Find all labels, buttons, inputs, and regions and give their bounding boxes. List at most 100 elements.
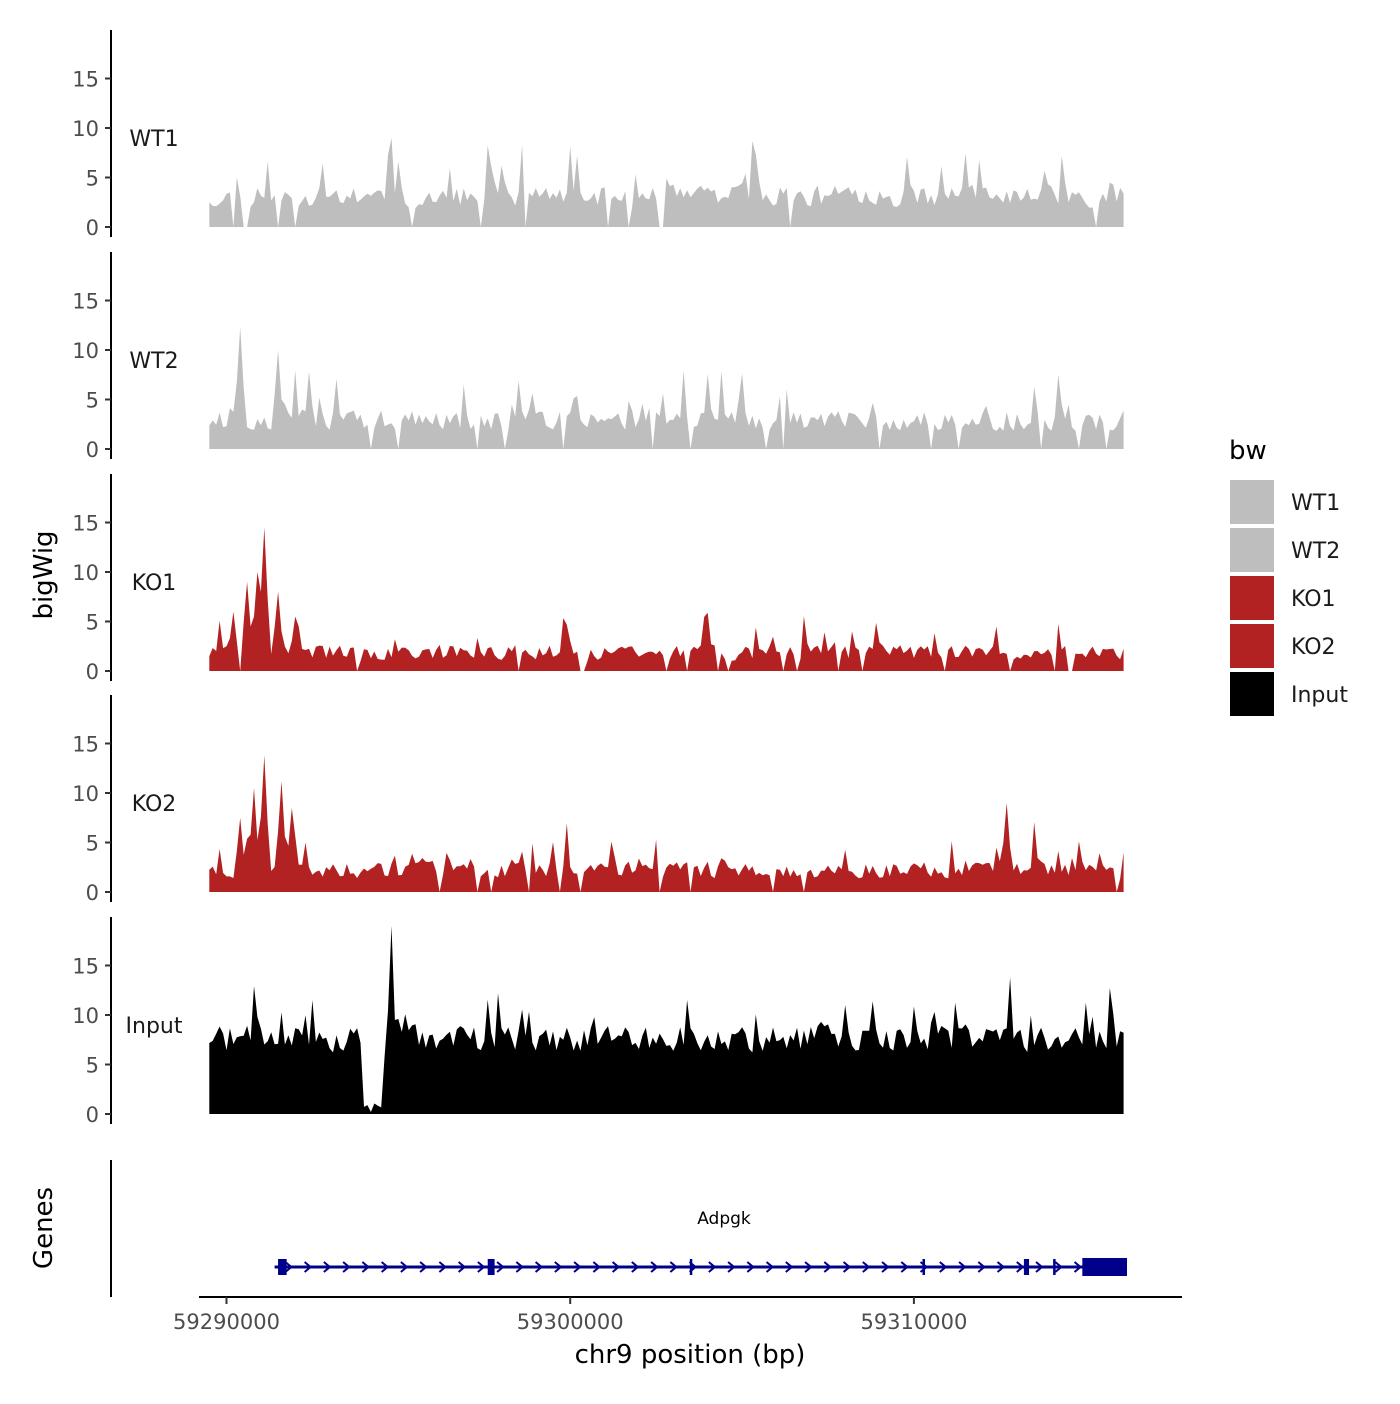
strand-arrow	[708, 1261, 717, 1273]
gene-exon	[1023, 1259, 1030, 1275]
legend-label-wt2: WT2	[1291, 539, 1340, 564]
y-tick-label: 10	[72, 117, 99, 141]
gene-exon	[278, 1259, 287, 1275]
y-tick-label: 15	[72, 68, 99, 92]
gene-name-label: Adpgk	[697, 1209, 751, 1229]
legend-swatch-ko2	[1230, 624, 1274, 668]
strand-arrow	[900, 1261, 909, 1273]
strand-arrow	[939, 1261, 948, 1273]
legend-title: bw	[1229, 436, 1267, 466]
legend-label-wt1: WT1	[1291, 491, 1340, 516]
strand-arrow	[284, 1261, 293, 1273]
strand-arrow	[996, 1261, 1006, 1273]
strand-arrow	[400, 1261, 409, 1273]
strand-arrow	[785, 1261, 794, 1273]
strand-arrow	[765, 1261, 775, 1273]
signal-area-ko1	[209, 527, 1124, 671]
strand-arrow	[554, 1261, 563, 1273]
strand-arrow	[573, 1261, 582, 1273]
track-panel-input: 0 5 10 15 Input	[72, 917, 1124, 1127]
x-axis-title: chr9 position (bp)	[575, 1340, 806, 1370]
strand-arrow	[534, 1261, 544, 1273]
gene-exon	[487, 1259, 495, 1275]
strand-arrow	[650, 1261, 659, 1273]
y-tick-label: 10	[72, 339, 99, 363]
strand-arrow	[515, 1261, 524, 1273]
strand-arrow	[746, 1261, 755, 1273]
x-tick-label: 59290000	[173, 1310, 280, 1334]
gene-utr-block	[1082, 1258, 1128, 1276]
signal-area-wt1	[209, 137, 1124, 227]
gene-model	[274, 1258, 1128, 1276]
y-tick-label: 15	[72, 290, 99, 314]
legend-label-ko1: KO1	[1291, 587, 1336, 612]
y-tick-label: 15	[72, 512, 99, 536]
track-panel-ko2: 0 5 10 15 KO2	[72, 695, 1124, 905]
y-tick-label: 10	[72, 1004, 99, 1028]
gene-exon	[689, 1259, 693, 1275]
track-label-input: Input	[126, 1014, 183, 1039]
gene-exon	[1053, 1259, 1056, 1275]
track-label-wt1: WT1	[129, 127, 178, 152]
strand-arrow	[862, 1261, 871, 1273]
track-panel-wt1: 0 5 10 15 WT1	[72, 30, 1124, 240]
strand-arrow	[823, 1261, 832, 1273]
legend-swatch-input	[1230, 672, 1274, 716]
track-label-wt2: WT2	[129, 349, 178, 374]
legend-label-input: Input	[1291, 683, 1348, 708]
y-tick-label: 0	[86, 660, 99, 684]
strand-arrow	[496, 1261, 505, 1273]
signal-area-wt2	[209, 327, 1124, 449]
strand-arrow	[1073, 1261, 1083, 1273]
strand-arrow	[592, 1261, 601, 1273]
gene-exon	[922, 1259, 926, 1275]
track-panels: 0 5 10 15 WT1 0 5 10 15 WT2 0 5 10 15 KO1 0 5 10 15 KO2 0 5 10…	[72, 30, 1124, 1127]
y-tick-label: 15	[72, 733, 99, 757]
strand-arrow	[804, 1261, 813, 1273]
strand-arrow	[419, 1261, 428, 1273]
y-tick-label: 5	[86, 1054, 99, 1078]
track-panel-wt2: 0 5 10 15 WT2	[72, 252, 1124, 462]
legend-swatch-wt1	[1230, 480, 1274, 524]
strand-arrow	[1054, 1261, 1063, 1273]
legend-swatch-ko1	[1230, 576, 1274, 620]
y-tick-label: 5	[86, 611, 99, 635]
strand-arrow	[669, 1261, 678, 1273]
strand-arrow	[303, 1261, 313, 1273]
y-tick-label: 15	[72, 955, 99, 979]
strand-arrow	[361, 1261, 370, 1273]
strand-arrow	[727, 1261, 736, 1273]
legend-swatch-wt2	[1230, 528, 1274, 572]
genes-axis-title: Genes	[29, 1187, 59, 1269]
y-axis-title: bigWig	[29, 530, 59, 619]
legend-label-ko2: KO2	[1291, 635, 1336, 660]
y-tick-label: 10	[72, 782, 99, 806]
y-tick-label: 5	[86, 167, 99, 191]
legend: bw WT1 WT2 KO1 KO2 Input	[1229, 436, 1348, 716]
y-tick-label: 0	[86, 438, 99, 462]
strand-arrow	[438, 1261, 447, 1273]
signal-area-ko2	[209, 755, 1124, 892]
strand-arrow	[881, 1261, 890, 1273]
track-panel-ko1: 0 5 10 15 KO1	[72, 474, 1124, 684]
strand-arrow	[342, 1261, 351, 1273]
x-axis-ticks: 59290000 59300000 59310000	[173, 1297, 967, 1334]
strand-arrow	[631, 1261, 640, 1273]
track-label-ko1: KO1	[132, 571, 177, 596]
genes-panel: Genes Adpgk	[29, 1160, 1128, 1297]
strand-arrow	[1016, 1261, 1025, 1273]
track-label-ko2: KO2	[132, 792, 177, 817]
y-tick-label: 0	[86, 1103, 99, 1127]
x-tick-label: 59300000	[517, 1310, 624, 1334]
y-tick-label: 0	[86, 216, 99, 240]
strand-arrow	[1035, 1261, 1044, 1273]
signal-area-input	[209, 925, 1124, 1114]
legend-items: WT1 WT2 KO1 KO2 Input	[1230, 480, 1348, 716]
y-tick-label: 5	[86, 832, 99, 856]
x-axis: 59290000 59300000 59310000 chr9 position (…	[173, 1296, 1182, 1370]
strand-arrow	[457, 1261, 467, 1273]
y-tick-label: 10	[72, 561, 99, 585]
strand-arrow	[380, 1261, 390, 1273]
